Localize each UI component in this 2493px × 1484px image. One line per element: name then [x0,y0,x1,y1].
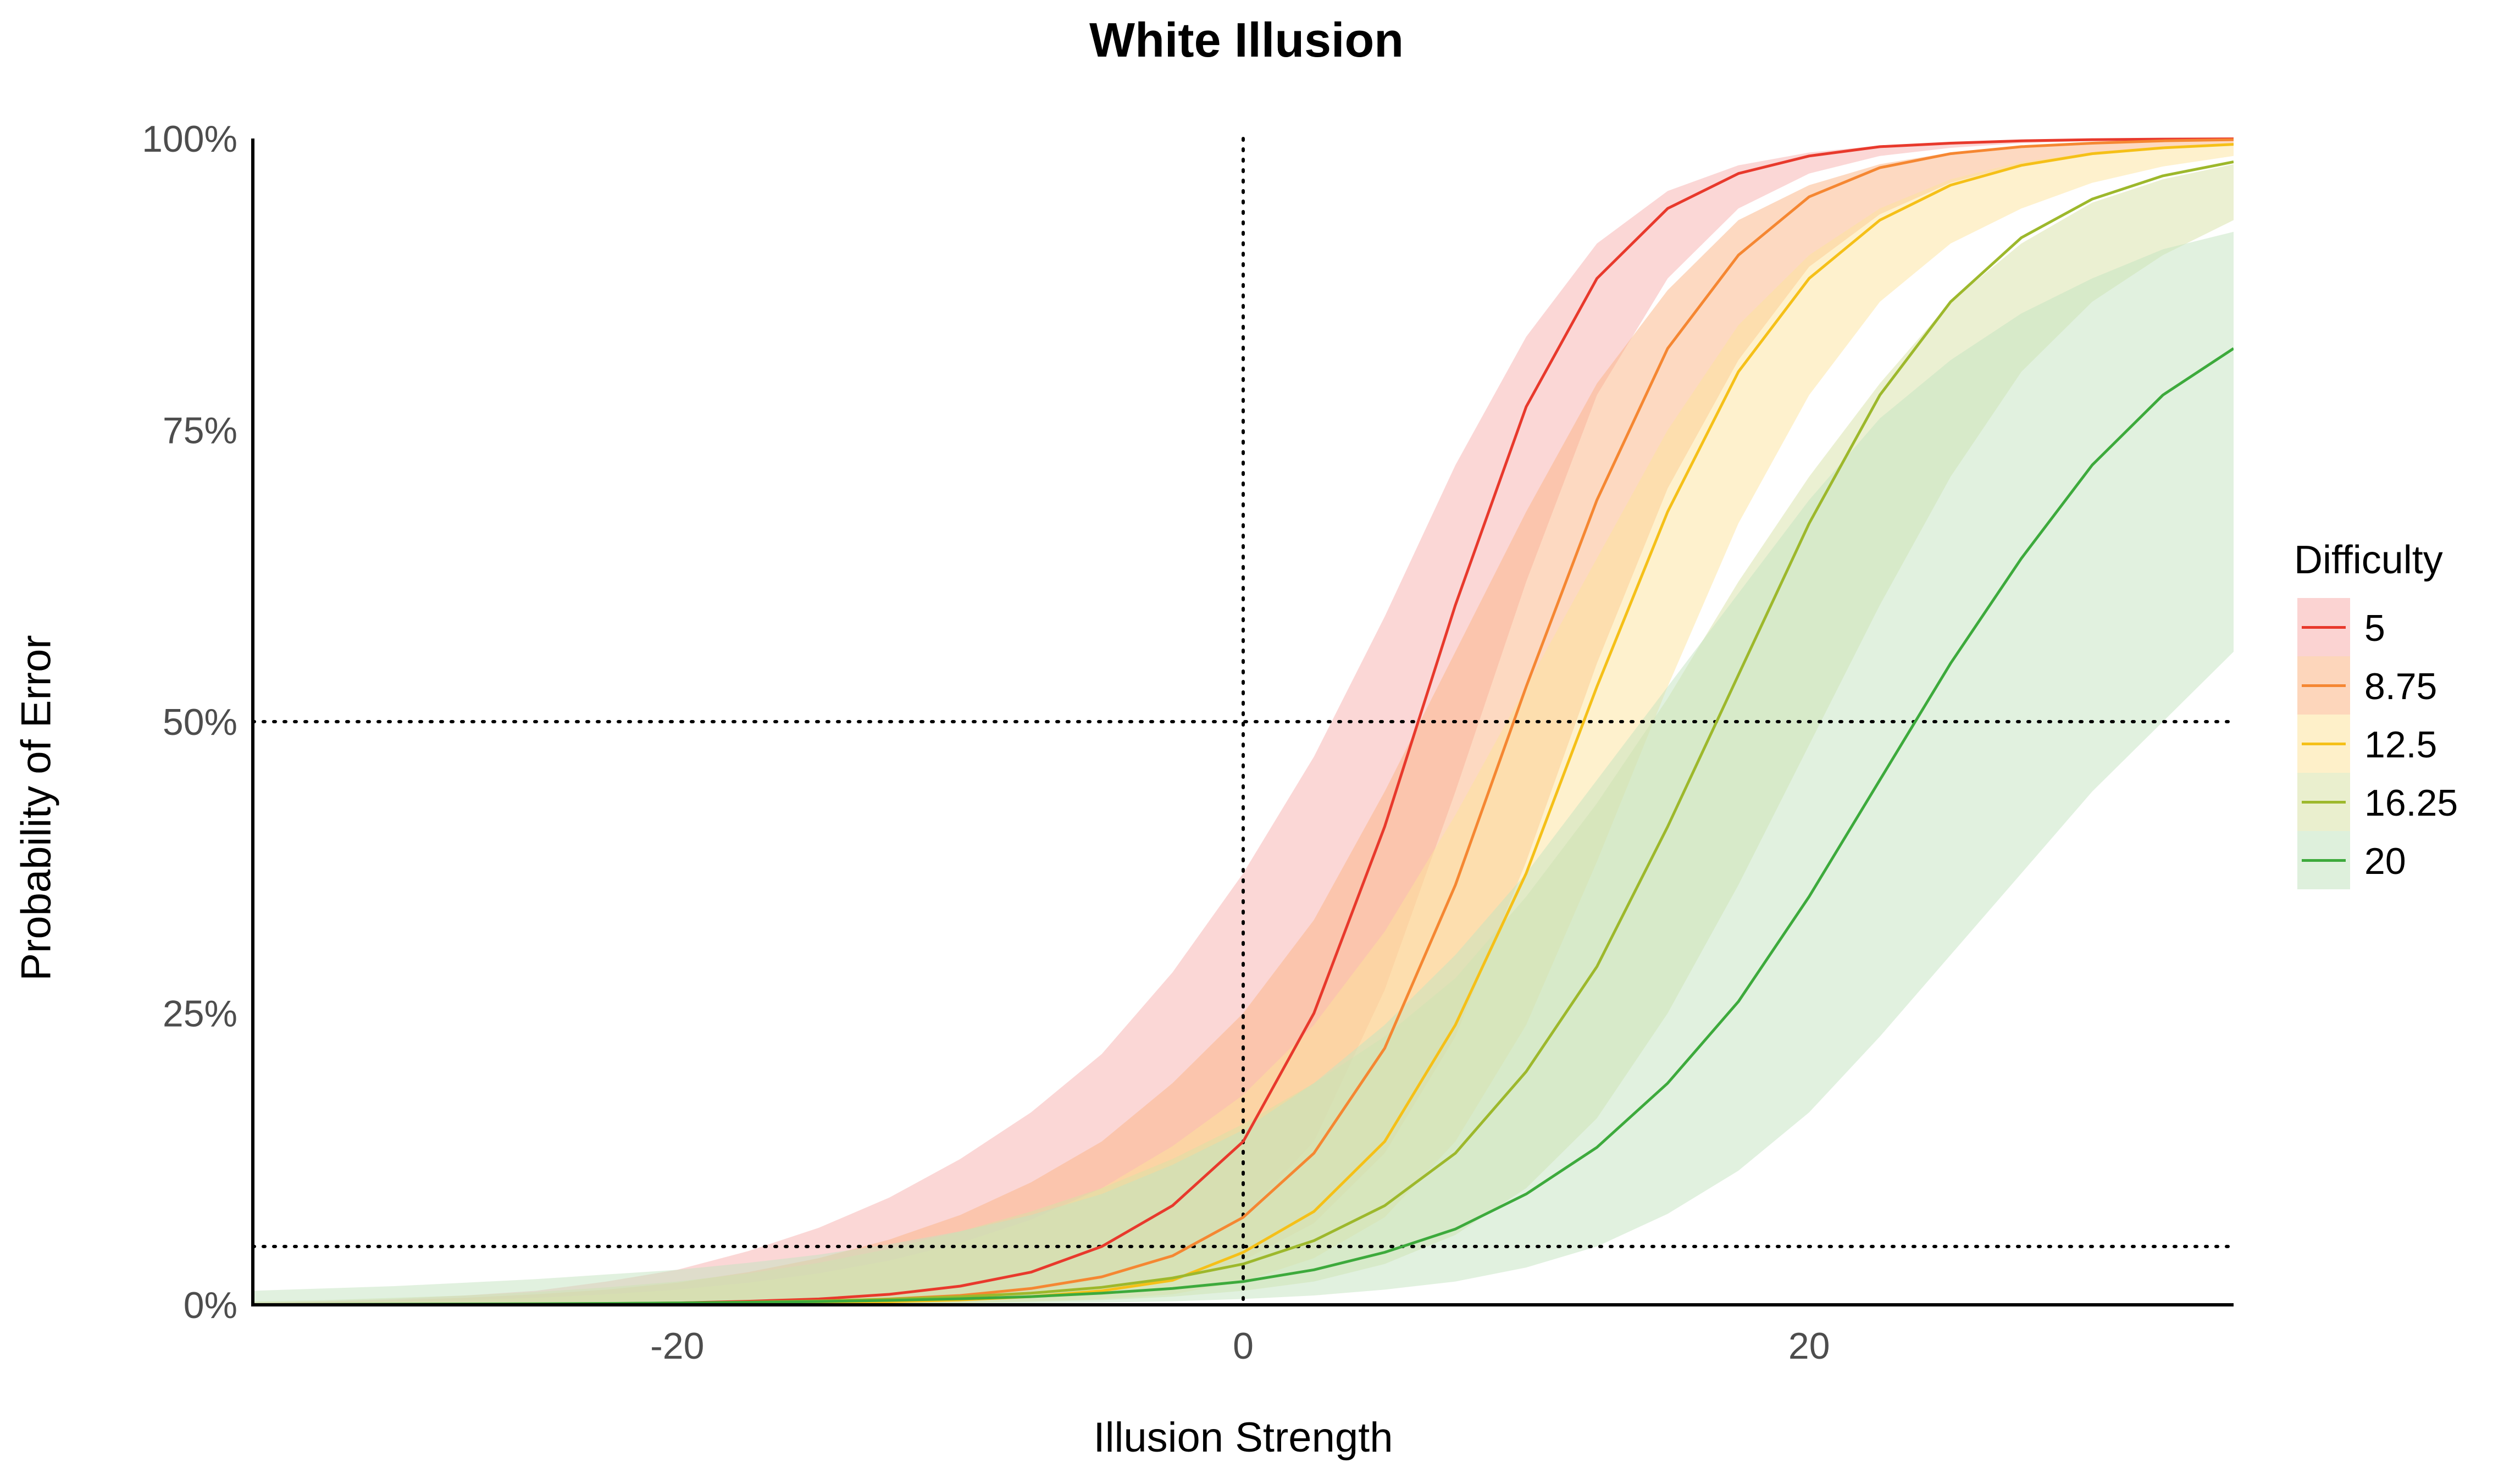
legend-line-swatch [2302,801,2346,804]
y-tick-label: 0% [184,1284,237,1326]
band-difficulty-12-5 [253,143,2234,1305]
y-tick-label: 75% [163,410,237,452]
axes [251,139,2234,1306]
legend-item-5: 5 [2294,598,2443,656]
y-tick-label: 100% [142,118,237,160]
legend-label: 8.75 [2364,666,2437,707]
legend-key [2297,715,2350,773]
legend-line-swatch [2302,684,2346,687]
tick-labels: 0% 25% 50% 75% 100% -20 0 20 [142,118,1830,1367]
legend-item-12-5: 12.5 [2294,715,2443,773]
legend-key [2297,831,2350,889]
y-tick-label: 50% [163,701,237,743]
legend-label: 5 [2364,607,2385,649]
legend-key [2297,656,2350,715]
legend-line-swatch [2302,626,2346,629]
x-tick-label: -20 [650,1325,704,1367]
legend-key [2297,598,2350,656]
legend-label: 16.25 [2364,782,2458,824]
legend-item-16-25: 16.25 [2294,773,2458,831]
x-tick-label: 20 [1788,1325,1830,1367]
legend: Difficulty 5 8.75 12.5 16.25 20 [2294,538,2458,889]
y-tick-label: 25% [163,993,237,1035]
chart-title: White Illusion [1089,13,1404,67]
band-difficulty-8-75 [253,140,2234,1305]
legend-line-swatch [2302,859,2346,862]
legend-item-20: 20 [2294,831,2443,889]
legend-label: 20 [2364,840,2406,882]
x-axis-title: Illusion Strength [1093,1414,1393,1461]
confidence-bands [253,139,2234,1305]
legend-key [2297,773,2350,831]
legend-label: 12.5 [2364,724,2437,766]
legend-item-8-75: 8.75 [2294,656,2443,715]
y-axis-title: Probability of Error [13,635,60,981]
band-difficulty-16-25 [253,164,2234,1305]
legend-title: Difficulty [2294,538,2443,582]
x-tick-label: 0 [1233,1325,1254,1367]
reference-lines [251,137,2235,1306]
legend-line-swatch [2302,743,2346,745]
legend-items: 5 8.75 12.5 16.25 20 [2294,598,2458,889]
band-difficulty-20 [253,231,2234,1305]
